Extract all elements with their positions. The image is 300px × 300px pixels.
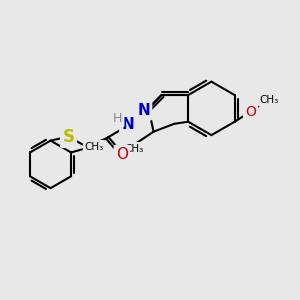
- Text: CH₃: CH₃: [124, 143, 143, 154]
- Text: S: S: [62, 128, 74, 146]
- Text: O: O: [116, 147, 128, 162]
- Text: CH₃: CH₃: [84, 142, 104, 152]
- Text: N: N: [137, 103, 150, 118]
- Text: CH₃: CH₃: [260, 95, 279, 105]
- Text: O: O: [245, 105, 256, 119]
- Text: H: H: [113, 112, 123, 125]
- Text: N: N: [122, 117, 134, 132]
